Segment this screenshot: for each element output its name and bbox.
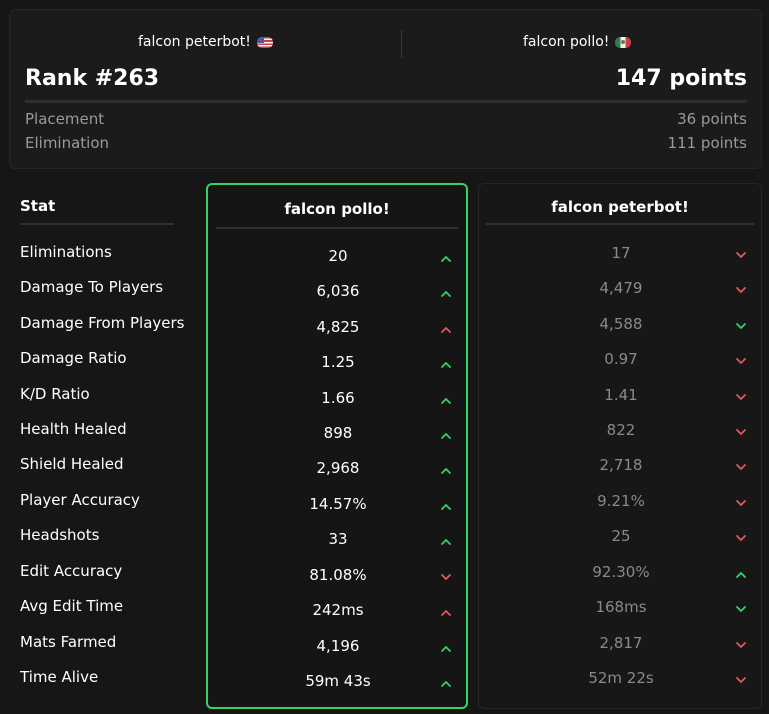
chevron-down-icon [735,356,747,366]
player-one-value: 898 [323,424,353,442]
mexico-flag-icon [615,36,632,48]
chevron-up-icon [440,324,452,334]
chevron-up-icon [440,465,452,475]
player-right-name: falcon pollo! [523,34,610,50]
summary-divider [25,100,747,103]
chevron-up-icon [440,536,452,546]
chevron-down-icon [735,675,747,685]
player-one-value: 6,036 [316,282,360,300]
chevron-up-icon [440,678,452,688]
placement-points: 36 points [677,110,747,128]
stat-label: K/D Ratio [20,385,90,403]
stat-label: Time Alive [20,668,99,686]
us-flag-icon [256,36,273,48]
player-two-value: 9.21% [597,492,645,510]
header-divider [401,30,402,58]
elimination-label: Elimination [25,134,110,152]
player-one-underline [216,227,458,229]
chevron-down-icon [735,533,747,543]
player-one-panel: falcon pollo! 20 6,036 4,825 1.25 1.66 898 2,9… [206,183,468,709]
player-two-value: 822 [606,421,636,439]
player-one-value: 1.25 [321,353,355,371]
chevron-up-icon [440,430,452,440]
player-one-value: 59m 43s [305,672,371,690]
player-one-value: 4,825 [316,318,360,336]
elimination-points: 111 points [667,134,747,152]
stat-header: Stat [20,197,56,215]
stat-label: Damage From Players [20,314,185,332]
chevron-up-icon [440,253,452,263]
player-left-name: falcon peterbot! [138,34,251,50]
rank-label: Rank #263 [25,66,160,91]
chevron-down-icon [735,392,747,402]
stat-header-underline [20,223,174,225]
chevron-up-icon [440,288,452,298]
player-one-value: 242ms [312,601,364,619]
player-two-value: 4,588 [599,315,643,333]
chevron-up-icon [440,607,452,617]
player-one-value: 14.57% [309,495,367,513]
stat-label: Damage To Players [20,278,164,296]
chevron-down-icon [735,285,747,295]
player-two-value: 25 [611,527,631,545]
player-two-underline [486,223,754,225]
player-one-value: 81.08% [309,566,367,584]
chevron-down-icon [735,427,747,437]
player-one-value: 1.66 [321,389,355,407]
player-two-value: 168ms [595,598,647,616]
player-one-value: 4,196 [316,637,360,655]
chevron-down-icon [735,640,747,650]
player-one-value: 2,968 [316,459,360,477]
chevron-up-icon [440,501,452,511]
chevron-down-icon [735,250,747,260]
player-two-panel: falcon peterbot! 17 4,479 4,588 0.97 1.41 822… [478,183,762,709]
player-two-value: 1.41 [604,386,638,404]
chevron-down-icon [735,498,747,508]
placement-label: Placement [25,110,105,128]
stat-label: Eliminations [20,243,112,261]
chevron-down-icon [735,462,747,472]
player-two-value: 92.30% [592,563,650,581]
player-two-title: falcon peterbot! [551,198,689,216]
player-two-value: 52m 22s [588,669,654,687]
chevron-up-icon [440,395,452,405]
player-two-value: 0.97 [604,350,638,368]
chevron-down-icon [735,604,747,614]
match-summary-card: falcon peterbot! falcon pollo! Rank #263… [9,9,762,169]
player-one-value: 20 [328,247,348,265]
player-left-header[interactable]: falcon peterbot! [138,34,273,50]
stat-label: Damage Ratio [20,349,127,367]
player-one-title: falcon pollo! [284,200,390,218]
stat-label: Health Healed [20,420,127,438]
chevron-up-icon [735,569,747,579]
player-two-value: 4,479 [599,279,643,297]
stat-label: Headshots [20,526,100,544]
stat-label: Mats Farmed [20,633,117,651]
chevron-up-icon [440,643,452,653]
stat-label: Avg Edit Time [20,597,124,615]
player-two-value: 2,817 [599,634,643,652]
player-right-header[interactable]: falcon pollo! [523,34,632,50]
player-two-value: 2,718 [599,456,643,474]
stat-label: Player Accuracy [20,491,140,509]
player-one-value: 33 [328,530,348,548]
stat-label: Shield Healed [20,455,124,473]
stat-label: Edit Accuracy [20,562,123,580]
chevron-down-icon [735,321,747,331]
chevron-up-icon [440,359,452,369]
player-two-value: 17 [611,244,631,262]
chevron-down-icon [440,572,452,582]
total-points: 147 points [615,66,747,91]
